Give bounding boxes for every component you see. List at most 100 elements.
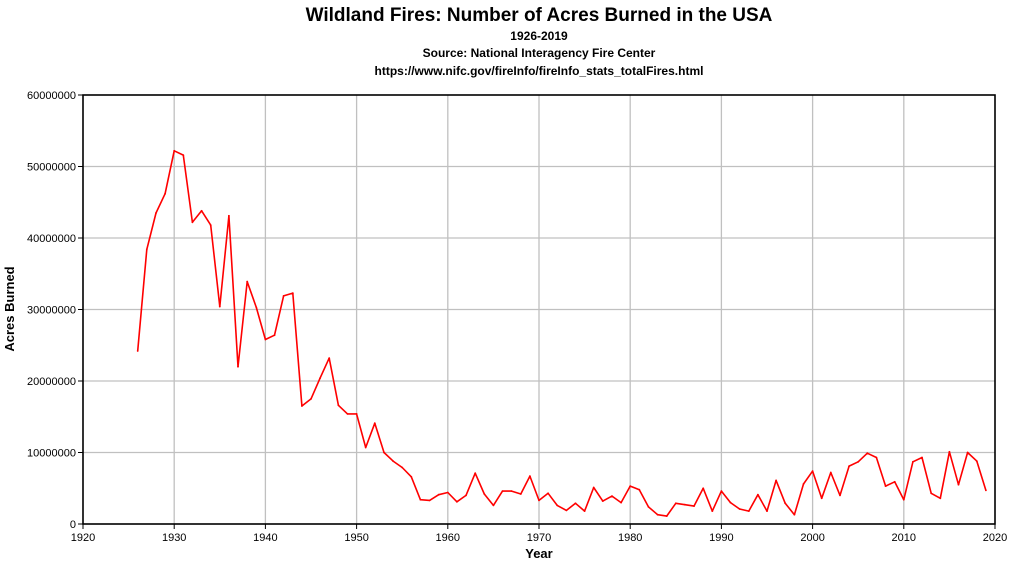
data-point-1944 [301,405,303,407]
data-point-1967 [510,490,513,492]
data-point-1965 [492,504,495,507]
y-tick-label: 10000000 [27,448,76,460]
data-point-1950 [355,413,358,415]
data-point-1977 [601,500,604,502]
data-point-2008 [884,485,887,487]
data-point-2001 [820,497,823,500]
data-point-1981 [638,488,641,491]
data-point-2003 [839,494,841,497]
x-axis-title: Year [525,546,552,561]
chart-subtitle-url: https://www.nifc.gov/fireInfo/fireInfo_s… [375,64,704,78]
series-layer [136,149,987,517]
x-tick-label: 1940 [253,532,277,544]
y-tick-label: 40000000 [27,233,76,245]
data-point-1971 [547,492,549,495]
series-line-acres-burned [136,150,987,517]
data-point-1939 [255,306,258,309]
data-point-1952 [373,422,376,425]
chart-subtitle-source: Source: National Interagency Fire Center [423,46,656,60]
data-point-1936 [228,214,230,217]
data-point-1993 [747,510,750,512]
data-point-1926 [136,350,139,352]
y-tick-labels: 0 10000000 20000000 30000000 40000000 5000000… [27,90,76,531]
data-point-1970 [538,499,540,502]
data-point-1998 [793,513,796,516]
data-point-1927 [145,248,148,251]
x-tick-label: 1970 [527,532,551,544]
data-point-1955 [401,466,404,469]
data-point-1946 [319,377,321,379]
data-point-1985 [674,502,677,505]
data-point-1945 [310,398,312,400]
tick-marks [78,94,996,529]
x-tick-label: 1990 [709,532,733,544]
x-tick-label: 1950 [344,532,368,544]
data-point-1979 [620,501,622,504]
x-tick-label: 2000 [800,532,824,544]
data-point-1957 [419,498,422,501]
data-point-1986 [684,503,686,506]
data-point-2005 [857,460,860,463]
data-point-1987 [693,505,695,507]
data-point-1940 [264,338,267,341]
x-tick-label: 2020 [983,532,1007,544]
data-point-1954 [392,460,394,462]
y-tick-label: 30000000 [27,305,76,317]
chart-title: Wildland Fires: Number of Acres Burned i… [306,5,773,26]
data-point-1988 [702,487,705,490]
series-points [136,149,987,517]
data-point-2019 [985,489,987,492]
data-point-1951 [364,446,367,449]
data-point-1942 [282,295,285,297]
y-tick-label: 0 [70,519,76,531]
x-tick-label: 1920 [71,532,95,544]
data-point-1973 [565,509,568,512]
grid-lines [83,95,995,524]
data-point-1949 [346,413,349,415]
data-point-1959 [437,493,440,496]
data-point-1934 [209,224,212,227]
chart-subtitle-years: 1926-2019 [510,29,568,43]
data-point-1983 [656,513,659,516]
data-point-1968 [519,493,522,495]
data-point-1990 [720,490,723,492]
y-tick-label: 20000000 [27,376,76,388]
data-point-1929 [164,192,167,195]
data-point-1948 [337,404,340,407]
data-point-2018 [975,460,978,462]
y-tick-label: 60000000 [27,90,76,102]
data-point-1976 [592,486,595,489]
y-tick-label: 50000000 [27,162,76,174]
data-point-1969 [529,475,531,477]
data-point-1991 [729,501,732,504]
data-point-2004 [848,465,850,467]
x-tick-labels: 1920 1930 1940 1950 1960 1970 1980 1990 2000 2010… [71,532,1007,544]
data-point-1943 [291,292,294,294]
x-tick-label: 1980 [618,532,642,544]
data-point-1930 [173,149,176,152]
data-point-1975 [583,510,586,512]
data-point-1994 [757,493,759,496]
data-point-1974 [574,502,577,505]
data-point-2015 [948,450,951,453]
data-point-1931 [182,154,185,157]
data-point-1995 [766,510,768,512]
data-point-2000 [811,470,814,472]
data-point-1962 [465,494,467,497]
data-point-1984 [665,515,668,517]
data-point-1966 [501,490,504,492]
data-point-1935 [218,305,221,308]
data-point-1938 [246,280,249,283]
data-point-2006 [866,452,869,455]
data-point-2016 [957,483,960,486]
data-point-1932 [191,221,194,224]
data-point-1958 [428,499,431,502]
data-point-1972 [556,504,559,507]
data-point-1982 [647,505,650,508]
x-tick-label: 2010 [892,532,916,544]
data-point-1953 [383,451,385,454]
data-point-2017 [966,451,969,454]
y-axis-title: Acres Burned [2,266,17,351]
data-point-1961 [456,500,458,503]
